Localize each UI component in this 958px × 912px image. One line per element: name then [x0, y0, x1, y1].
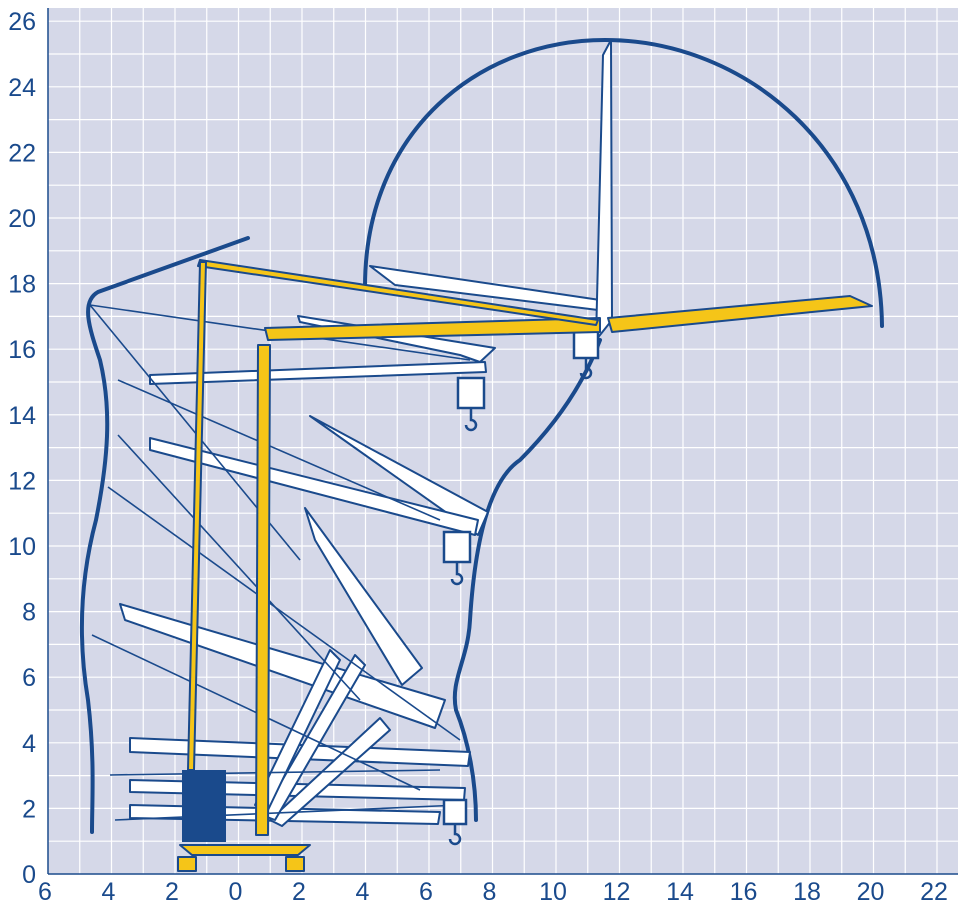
y-tick-label: 24	[8, 74, 36, 102]
x-tick-label: 12	[603, 878, 631, 906]
y-tick-label: 10	[8, 533, 36, 561]
working-range-envelope	[79, 37, 884, 834]
boom-position	[261, 654, 366, 821]
x-tick-label: 16	[730, 878, 758, 906]
x-tick-label: 8	[483, 878, 497, 906]
grid-lines	[47, 8, 958, 875]
x-tick-label: 6	[38, 878, 52, 906]
guy-line	[107, 486, 461, 741]
y-tick-label: 6	[22, 664, 36, 692]
x-tick-label: 2	[292, 878, 306, 906]
x-tick-label: 18	[793, 878, 821, 906]
y-tick-label: 26	[8, 8, 36, 36]
hook-block	[456, 376, 486, 432]
guy-line	[109, 769, 441, 776]
crane-boom-extension	[607, 295, 873, 333]
x-tick-label: 6	[419, 878, 433, 906]
y-tick-label: 12	[8, 467, 36, 495]
guy-line	[114, 804, 461, 821]
y-tick-label: 0	[22, 861, 36, 889]
crane-foot-right	[285, 856, 305, 872]
x-tick-label: 22	[920, 878, 948, 906]
crane-main	[177, 259, 873, 872]
boom-position	[149, 361, 487, 385]
y-tick-label: 8	[22, 599, 36, 627]
x-tick-label: 20	[857, 878, 885, 906]
y-tick-label: 14	[8, 402, 36, 430]
y-tick-label: 2	[22, 795, 36, 823]
crane-mast	[255, 344, 271, 836]
counterweight	[182, 770, 226, 842]
boom-position	[595, 39, 613, 341]
envelope-right-curve	[452, 338, 602, 822]
x-tick-label: 4	[102, 878, 116, 906]
x-axis-ticks: 6 4 2 0 2 4 6 8 10 12 14 16 18 20 22	[38, 878, 948, 906]
boom-position	[309, 415, 489, 536]
x-tick-label: 2	[165, 878, 179, 906]
y-tick-label: 20	[8, 205, 36, 233]
y-tick-label: 4	[22, 730, 36, 758]
x-tick-label: 4	[356, 878, 370, 906]
x-tick-label: 0	[229, 878, 243, 906]
y-tick-label: 22	[8, 139, 36, 167]
guy-line	[117, 434, 361, 701]
x-tick-label: 10	[539, 878, 567, 906]
y-tick-label: 18	[8, 271, 36, 299]
envelope-left-curve	[79, 236, 250, 834]
x-tick-label: 14	[666, 878, 694, 906]
boom-position	[149, 437, 479, 536]
hook-block	[442, 798, 468, 846]
y-tick-label: 16	[8, 336, 36, 364]
crane-base	[179, 844, 311, 856]
crane-foot-left	[177, 856, 197, 872]
hook-block	[442, 530, 472, 586]
envelope-arc	[363, 37, 884, 328]
crane-boom	[264, 317, 601, 341]
crane-tie-rod	[197, 259, 599, 326]
guy-line	[117, 379, 441, 521]
boom-position	[304, 507, 423, 686]
